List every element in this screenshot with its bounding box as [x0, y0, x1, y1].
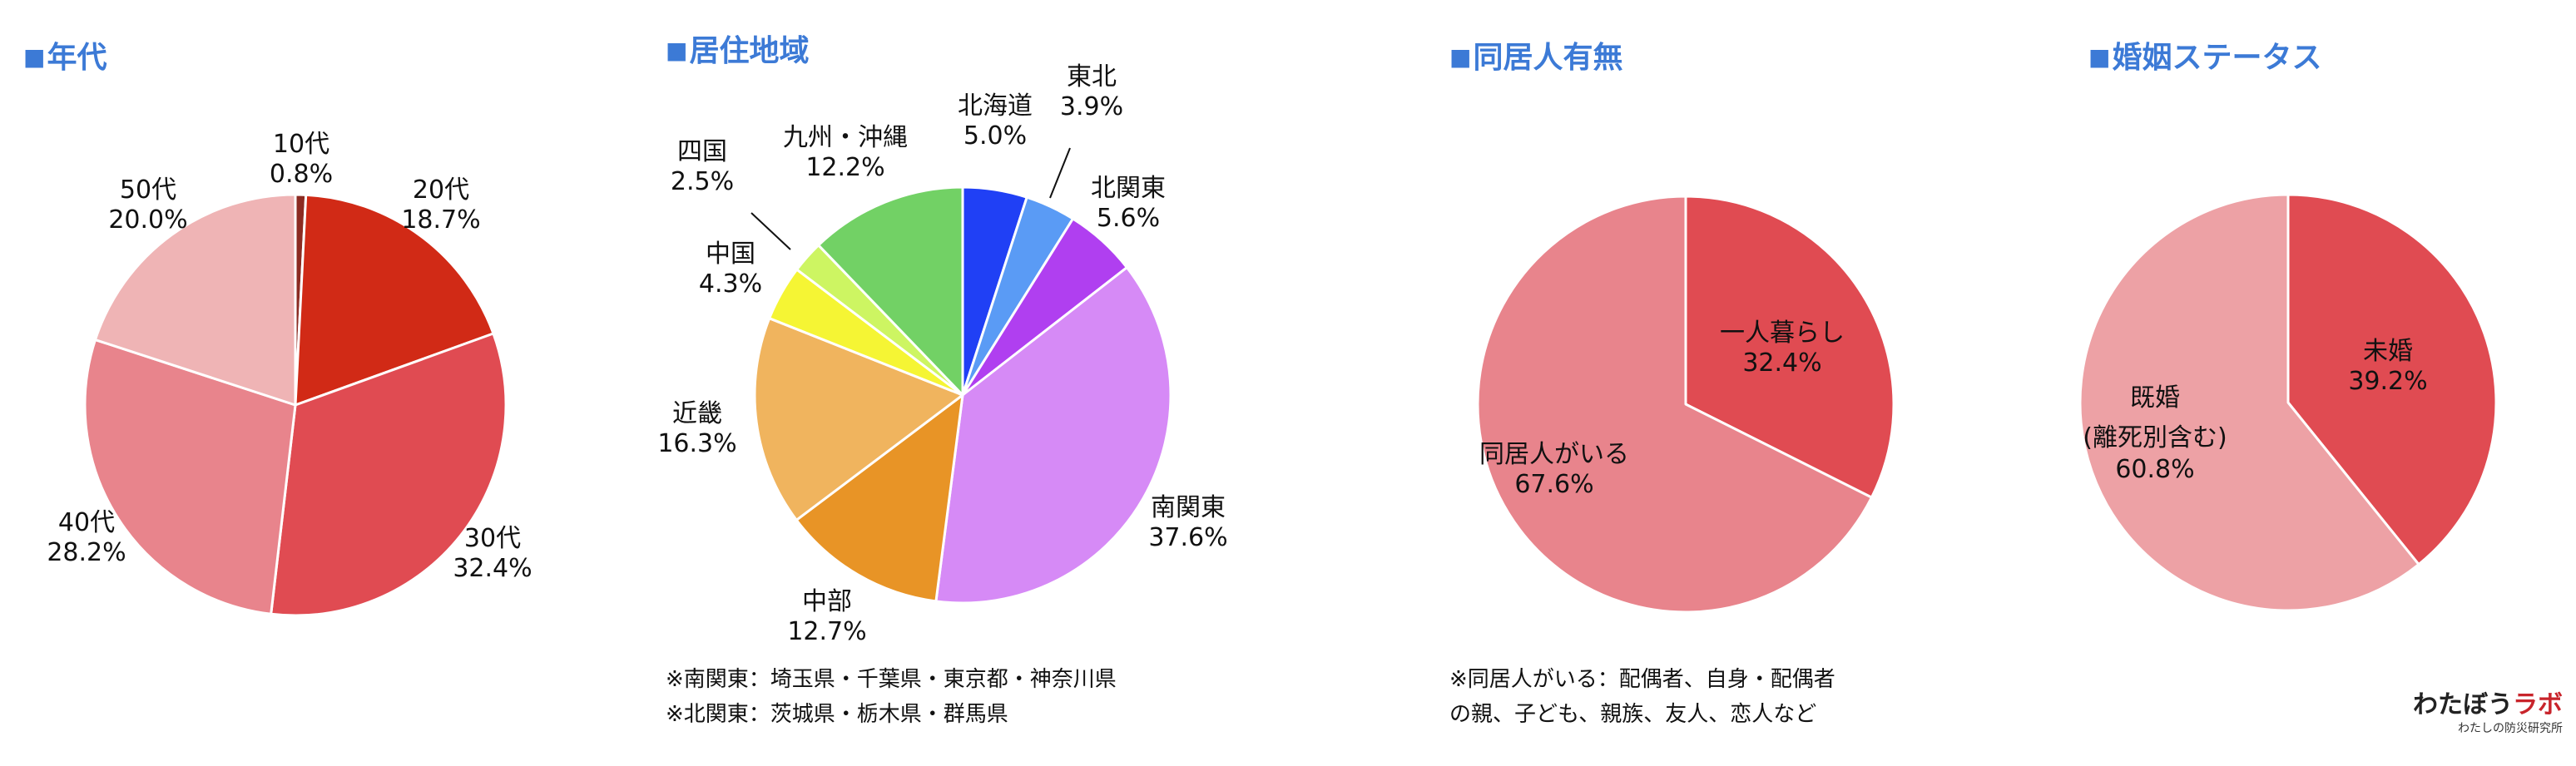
pie-cohabitant-slice-1: [1476, 195, 1873, 614]
label-region-chubu: 中部 12.7%: [787, 587, 866, 646]
pie-age: [83, 193, 508, 617]
note-line: ※同居人がいる：配偶者、自身・配偶者: [1449, 667, 1835, 692]
pie-cohabitant-slice-0: [1684, 195, 1895, 499]
title-region: ■居住地域: [666, 34, 810, 68]
label-region-minamikanto: 南関東 37.6%: [1148, 493, 1227, 552]
label-age-40s: 40代 28.2%: [47, 508, 126, 567]
label-age-20s: 20代 18.7%: [401, 175, 480, 235]
label-age-30s: 30代 32.4%: [453, 524, 532, 583]
title-square-icon: ■: [666, 37, 688, 64]
note-cohabitant: ※同居人がいる：配偶者、自身・配偶者 の親、子ども、親族、友人、恋人など: [1449, 662, 1835, 732]
note-line: の親、子ども、親族、友人、恋人など: [1449, 702, 1817, 727]
label-region-kitakanto: 北関東 5.6%: [1091, 174, 1166, 233]
pie-region-slice-4: [795, 393, 964, 603]
label-married: 既婚(離死別含む) 60.8%: [2083, 383, 2227, 484]
label-region-chugoku: 中国 4.3%: [699, 240, 762, 299]
pie-age-slice-4: [93, 193, 297, 407]
title-age: ■年代: [23, 41, 107, 75]
pie-region-slice-3: [934, 266, 1172, 605]
title-square-icon: ■: [23, 43, 46, 71]
title-square-icon: ■: [2088, 43, 2111, 71]
leader-line-tohoku: [1049, 147, 1071, 199]
label-region-hokkaido: 北海道 5.0%: [958, 91, 1033, 151]
logo-subtitle: わたしの防災研究所: [2458, 722, 2563, 735]
title-square-icon: ■: [1449, 43, 1472, 71]
label-region-kyushu: 九州・沖縄 12.2%: [783, 123, 908, 182]
pie-age-slice-3: [83, 339, 297, 615]
label-age-10s: 10代 0.8%: [270, 130, 333, 189]
title-marital: ■婚姻ステータス: [2088, 41, 2322, 75]
title-cohabitant: ■同居人有無: [1449, 41, 1623, 75]
label-region-shikoku: 四国 2.5%: [671, 137, 734, 196]
pie-region: [753, 185, 1172, 605]
note-line: ※南関東：埼玉県・千葉県・東京都・神奈川県: [666, 667, 1117, 692]
pie-marital: [2078, 193, 2498, 612]
label-region-kinki: 近畿 16.3%: [657, 399, 736, 458]
label-living-alone: 一人暮らし 32.4%: [1720, 319, 1845, 378]
pie-cohabitant: [1476, 195, 1895, 614]
pie-region-slice-5: [753, 317, 964, 521]
brand-logo: わたぼうラボ わたしの防災研究所: [2413, 690, 2563, 737]
label-with-cohabitant: 同居人がいる 67.6%: [1479, 440, 1629, 499]
pie-region-slice-8: [817, 185, 964, 397]
logo-wordmark: わたぼうラボ: [2413, 690, 2563, 719]
pie-age-slice-1: [294, 193, 495, 407]
pie-marital-slice-0: [2286, 193, 2498, 566]
label-age-50s: 50代 20.0%: [108, 175, 187, 235]
label-unmarried: 未婚 39.2%: [2348, 337, 2427, 396]
note-line: ※北関東：茨城県・栃木県・群馬県: [666, 702, 1008, 727]
note-region: ※南関東：埼玉県・千葉県・東京都・神奈川県 ※北関東：茨城県・栃木県・群馬県: [666, 662, 1117, 732]
pie-marital-slice-1: [2078, 193, 2420, 612]
pie-age-slice-2: [270, 332, 508, 617]
label-region-tohoku: 東北 3.9%: [1060, 62, 1123, 121]
leader-line-shikoku: [751, 212, 791, 250]
